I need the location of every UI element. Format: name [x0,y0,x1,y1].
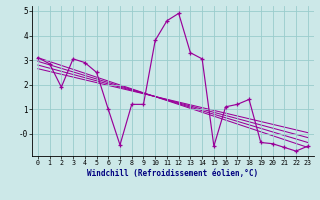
X-axis label: Windchill (Refroidissement éolien,°C): Windchill (Refroidissement éolien,°C) [87,169,258,178]
